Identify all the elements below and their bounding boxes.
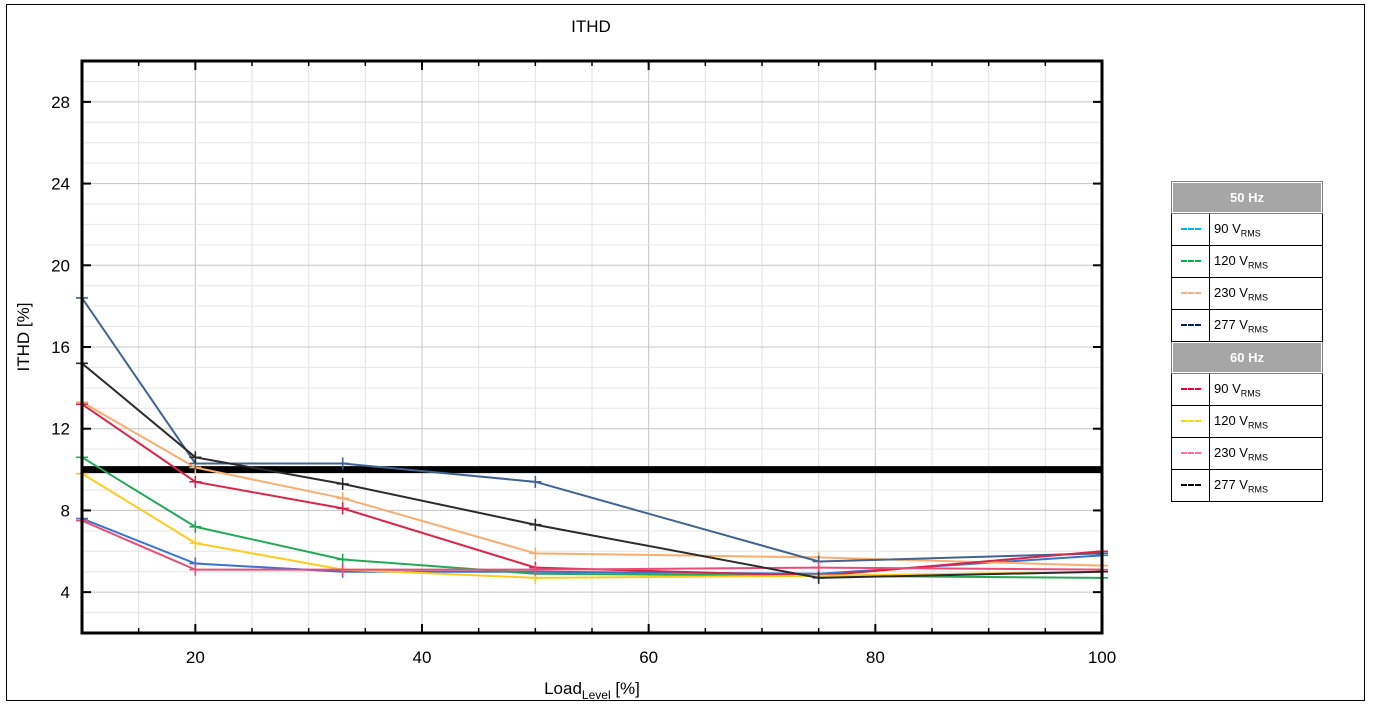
legend-label-sub: RMS (1247, 292, 1268, 303)
data-point-marker (812, 561, 825, 574)
legend-swatch (1180, 388, 1201, 391)
x-tick-label: 60 (639, 648, 658, 667)
legend-label-sub: RMS (1247, 484, 1268, 495)
series-line (81, 403, 1103, 577)
x-tick-label: 80 (866, 648, 885, 667)
y-axis-title: ITHD [%] (14, 303, 33, 372)
data-point-marker (529, 518, 542, 531)
series-layer (76, 291, 1108, 584)
legend-label: 90 V (1214, 380, 1241, 396)
legend-heading-60hz: 60 Hz (1171, 341, 1323, 374)
chart-title: ITHD (571, 17, 611, 36)
legend: 50 Hz 90 VRMS 120 VRMS 230 VRMS 277 VRMS… (1171, 181, 1323, 502)
legend-entry: 120 VRMS (1171, 405, 1323, 438)
legend-label: 277 V (1214, 316, 1248, 332)
series-line (81, 297, 1103, 563)
legend-swatch (1180, 452, 1201, 455)
y-tick-label: 28 (51, 93, 70, 112)
legend-entry: 230 VRMS (1171, 277, 1323, 310)
legend-swatch (1180, 484, 1201, 487)
legend-label-sub: RMS (1247, 260, 1268, 271)
series-0 (76, 512, 1108, 580)
legend-swatch (1180, 420, 1201, 423)
y-tick-label: 4 (61, 583, 70, 602)
x-tick-label: 100 (1088, 648, 1116, 667)
legend-label-sub: RMS (1240, 388, 1261, 399)
grid (82, 61, 1102, 633)
legend-swatch (1180, 324, 1201, 327)
chart-frame (6, 4, 1365, 701)
legend-label-sub: RMS (1247, 324, 1268, 335)
legend-label-sub: RMS (1240, 228, 1261, 239)
legend-label: 230 V (1214, 444, 1248, 460)
data-point-marker (529, 547, 542, 560)
legend-swatch (1180, 228, 1201, 231)
legend-entry: 120 VRMS (1171, 245, 1323, 278)
series-line (81, 519, 1103, 571)
data-point-marker (189, 451, 202, 464)
legend-swatch (1180, 260, 1201, 263)
legend-entry: 277 VRMS (1171, 309, 1323, 342)
legend-entry: 90 VRMS (1171, 373, 1323, 406)
data-point-marker (336, 477, 349, 490)
data-point-marker (189, 563, 202, 576)
data-point-marker (529, 563, 542, 576)
legend-entry: 90 VRMS (1171, 213, 1323, 246)
legend-label: 90 V (1214, 220, 1241, 236)
legend-label: 230 V (1214, 284, 1248, 300)
legend-label: 120 V (1214, 412, 1248, 428)
y-tick-label: 20 (51, 256, 70, 275)
legend-entry: 277 VRMS (1171, 469, 1323, 502)
y-tick-label: 16 (51, 338, 70, 357)
data-point-marker (336, 492, 349, 505)
legend-label-sub: RMS (1247, 452, 1268, 463)
data-point-marker (336, 457, 349, 470)
legend-group-heading: 60 Hz (1171, 341, 1323, 374)
x-tick-label: 20 (186, 648, 205, 667)
series-line (81, 401, 1103, 567)
x-tick-label: 40 (413, 648, 432, 667)
y-tick-label: 8 (61, 501, 70, 520)
data-point-marker (189, 537, 202, 550)
data-point-marker (336, 563, 349, 576)
x-axis-title-main: Load (544, 679, 582, 698)
legend-entry: 230 VRMS (1171, 437, 1323, 470)
data-point-marker (529, 475, 542, 488)
legend-label: 120 V (1214, 252, 1248, 268)
x-axis-title-suffix: [%] (611, 679, 640, 698)
data-point-marker (336, 553, 349, 566)
legend-swatch (1180, 292, 1201, 295)
plot-area-border (80, 59, 1104, 635)
series-7 (76, 357, 1108, 584)
legend-label: 277 V (1214, 476, 1248, 492)
x-axis-title: LoadLevel [%] (544, 679, 640, 702)
data-point-marker (812, 571, 825, 584)
data-point-marker (336, 502, 349, 515)
legend-group-heading: 50 Hz (1171, 181, 1323, 214)
x-axis-title-sub: Level (582, 688, 611, 702)
y-tick-label: 12 (51, 420, 70, 439)
legend-heading-50hz: 50 Hz (1171, 181, 1323, 214)
series-line (81, 362, 1103, 579)
series-line (81, 517, 1103, 575)
series-line (81, 472, 1103, 579)
legend-label-sub: RMS (1247, 420, 1268, 431)
y-tick-label: 24 (51, 175, 70, 194)
data-point-marker (189, 475, 202, 488)
data-point-marker (189, 520, 202, 533)
